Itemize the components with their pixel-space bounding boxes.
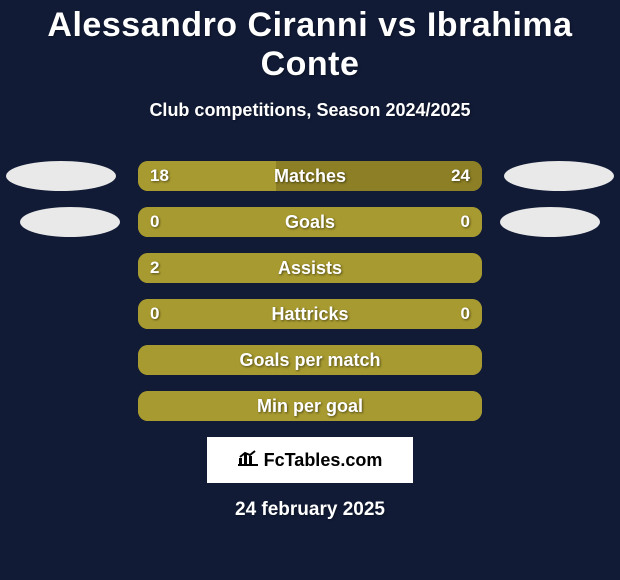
stat-row: Min per goal: [0, 391, 620, 421]
stat-label: Goals per match: [138, 345, 482, 375]
stat-row: Goals per match: [0, 345, 620, 375]
stat-label: Hattricks: [138, 299, 482, 329]
chart-icon: [238, 450, 258, 471]
stat-row: 00Hattricks: [0, 299, 620, 329]
date: 24 february 2025: [0, 499, 620, 521]
page-title: Alessandro Ciranni vs Ibrahima Conte: [0, 0, 620, 84]
fctables-logo: FcTables.com: [207, 437, 413, 483]
subtitle: Club competitions, Season 2024/2025: [0, 100, 620, 121]
stat-row: 2Assists: [0, 253, 620, 283]
comparison-card: Alessandro Ciranni vs Ibrahima Conte Clu…: [0, 0, 620, 580]
stat-row: 1824Matches: [0, 161, 620, 191]
stat-label: Min per goal: [138, 391, 482, 421]
stat-label: Goals: [138, 207, 482, 237]
stats-block: 1824Matches 00Goals 2Assists 00Hattricks Goa…: [0, 161, 620, 421]
stat-label: Matches: [138, 161, 482, 191]
stat-row: 00Goals: [0, 207, 620, 237]
logo-text: FcTables.com: [264, 450, 383, 471]
stat-label: Assists: [138, 253, 482, 283]
